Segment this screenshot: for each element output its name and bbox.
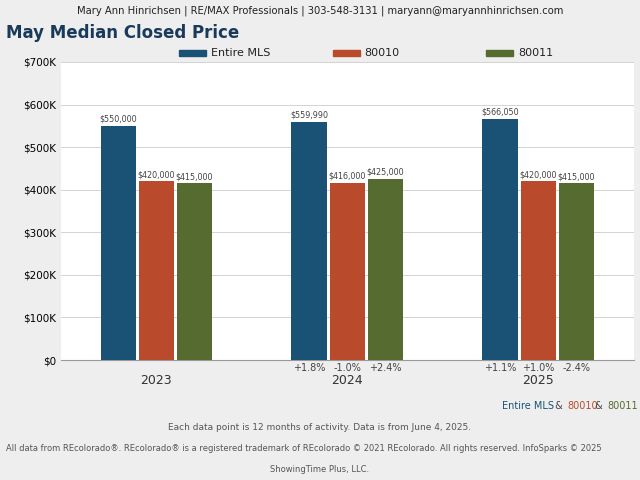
- Text: 2024: 2024: [332, 374, 363, 387]
- Bar: [139, 181, 174, 360]
- Text: $415,000: $415,000: [557, 172, 595, 181]
- Text: Each data point is 12 months of activity. Data is from June 4, 2025.: Each data point is 12 months of activity…: [168, 423, 472, 432]
- Bar: [330, 183, 365, 360]
- Text: +1.1%: +1.1%: [484, 363, 516, 373]
- Text: $559,990: $559,990: [290, 110, 328, 120]
- Text: $415,000: $415,000: [176, 172, 213, 181]
- Text: -2.4%: -2.4%: [563, 363, 590, 373]
- FancyBboxPatch shape: [179, 50, 206, 56]
- Bar: [368, 179, 403, 360]
- Text: Entire MLS: Entire MLS: [211, 48, 270, 58]
- Text: $420,000: $420,000: [138, 170, 175, 179]
- Text: ShowingTime Plus, LLC.: ShowingTime Plus, LLC.: [271, 465, 369, 474]
- Bar: [291, 121, 326, 360]
- Text: $420,000: $420,000: [520, 170, 557, 179]
- Text: &: &: [592, 401, 606, 411]
- Text: 80010: 80010: [364, 48, 399, 58]
- Text: 80011: 80011: [607, 401, 637, 411]
- Text: 2025: 2025: [522, 374, 554, 387]
- Bar: [520, 181, 556, 360]
- Text: Entire MLS: Entire MLS: [502, 401, 554, 411]
- Bar: [100, 126, 136, 360]
- Text: $566,050: $566,050: [481, 108, 519, 117]
- Text: Mary Ann Hinrichsen | RE/MAX Professionals | 303-548-3131 | maryann@maryannhinri: Mary Ann Hinrichsen | RE/MAX Professiona…: [77, 6, 563, 16]
- Bar: [559, 183, 594, 360]
- Text: 2023: 2023: [140, 374, 172, 387]
- Text: May Median Closed Price: May Median Closed Price: [6, 24, 239, 42]
- Text: +1.0%: +1.0%: [522, 363, 554, 373]
- Text: 80011: 80011: [518, 48, 553, 58]
- Text: +1.8%: +1.8%: [293, 363, 325, 373]
- Text: 80010: 80010: [567, 401, 598, 411]
- Bar: [483, 119, 518, 360]
- Text: $425,000: $425,000: [367, 168, 404, 177]
- Text: $550,000: $550,000: [99, 115, 137, 124]
- Text: &: &: [552, 401, 566, 411]
- Text: All data from REcolorado®. REcolorado® is a registered trademark of REcolorado ©: All data from REcolorado®. REcolorado® i…: [6, 444, 602, 453]
- FancyBboxPatch shape: [486, 50, 513, 56]
- Text: -1.0%: -1.0%: [333, 363, 361, 373]
- FancyBboxPatch shape: [333, 50, 360, 56]
- Text: $416,000: $416,000: [328, 172, 366, 181]
- Text: +2.4%: +2.4%: [369, 363, 402, 373]
- Bar: [177, 183, 212, 360]
